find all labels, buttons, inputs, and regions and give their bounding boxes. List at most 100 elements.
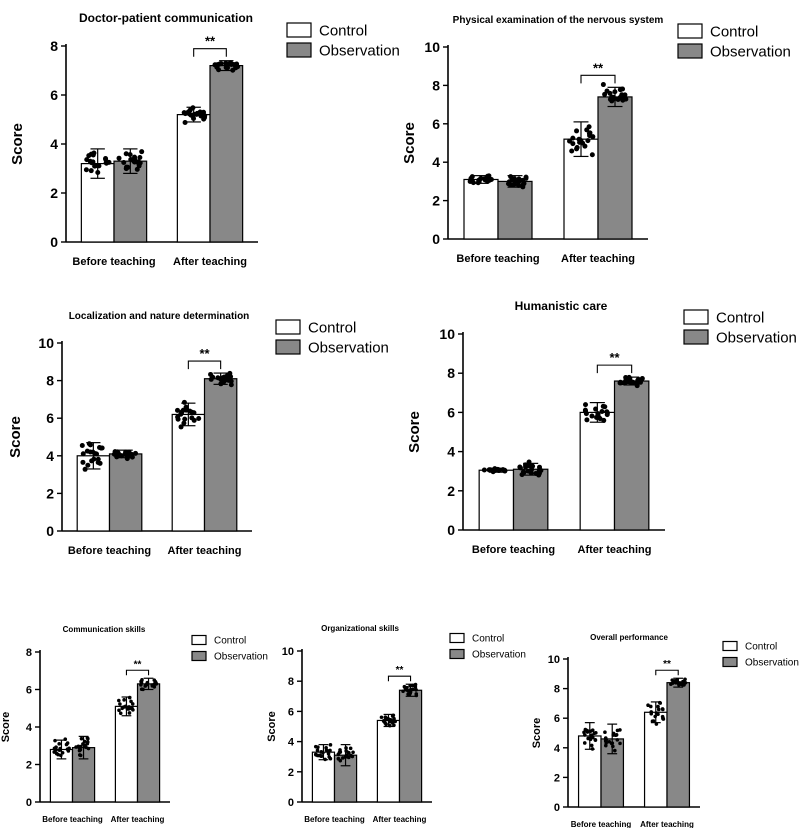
data-point (589, 733, 594, 737)
data-point (53, 746, 57, 751)
data-point (648, 704, 653, 709)
data-point (190, 105, 196, 111)
data-point (407, 692, 411, 697)
y-tick-label: 2 (288, 767, 294, 779)
significance-bracket (580, 74, 616, 84)
data-point (414, 693, 419, 698)
bar-observation (613, 380, 650, 531)
data-point (676, 681, 681, 685)
y-tick-label: 6 (447, 404, 455, 420)
data-point (328, 743, 333, 747)
data-point (481, 467, 487, 473)
data-point (95, 460, 101, 466)
x-category-label: Before teaching (42, 815, 103, 824)
data-point (408, 684, 412, 688)
data-point (650, 719, 655, 723)
data-point (586, 130, 592, 136)
data-point (340, 756, 345, 760)
data-point (654, 711, 659, 715)
x-category-label: After teaching (173, 256, 247, 268)
data-point (338, 758, 343, 763)
data-point (181, 420, 187, 426)
legend-label: Control (472, 634, 504, 645)
data-point (228, 382, 234, 388)
data-point (603, 730, 607, 735)
data-point (586, 736, 590, 741)
data-point (517, 464, 523, 470)
data-point (351, 750, 355, 755)
legend-label: Observation (319, 42, 400, 59)
significance-bracket (193, 48, 227, 57)
data-point (96, 163, 102, 169)
y-tick-label: 0 (46, 523, 54, 539)
data-point (124, 456, 130, 462)
data-point (604, 412, 610, 418)
significance-label: ** (134, 659, 142, 670)
y-tick-label: 8 (50, 38, 58, 54)
data-point (622, 380, 628, 386)
y-axis-label: Score (9, 123, 26, 165)
legend-swatch-control (677, 23, 703, 39)
data-point (132, 157, 138, 163)
y-tick-label: 4 (50, 136, 58, 152)
chart-title: Physical examination of the nervous syst… (453, 15, 664, 26)
chart-panel: Communication skills Score 0 2 4 6 8 Before tea… (0, 625, 268, 824)
x-category-label: After teaching (578, 544, 652, 556)
data-point (90, 159, 96, 165)
y-axis-label: Score (0, 712, 12, 743)
legend-swatch-observation (286, 42, 312, 58)
data-point (569, 148, 575, 154)
x-category-label: After teaching (168, 545, 242, 557)
y-tick-label: 0 (26, 797, 32, 809)
data-point (88, 168, 94, 174)
data-point (189, 409, 195, 415)
data-point (57, 742, 61, 746)
data-point (216, 67, 222, 73)
data-point (350, 754, 355, 759)
data-point (574, 128, 580, 134)
data-point (225, 65, 231, 71)
x-category-label: After teaching (111, 815, 165, 824)
data-point (600, 82, 606, 88)
data-point (607, 739, 612, 744)
bar-observation (108, 453, 143, 532)
data-point (584, 417, 590, 423)
y-tick-label: 2 (447, 483, 455, 499)
data-point (95, 169, 101, 175)
data-point (125, 164, 131, 170)
bar-control (176, 113, 211, 243)
data-point (526, 463, 532, 469)
data-point (80, 451, 86, 457)
data-point (410, 687, 415, 692)
data-point (182, 416, 188, 422)
data-point (582, 730, 586, 735)
data-point (99, 445, 105, 451)
bar-observation (597, 96, 633, 240)
y-tick-label: 8 (447, 365, 455, 381)
bar-observation (136, 683, 161, 803)
data-point (141, 687, 145, 692)
bar-control (643, 711, 668, 808)
y-tick-label: 0 (50, 234, 58, 250)
y-tick-label: 4 (447, 444, 455, 460)
data-point (116, 155, 122, 161)
y-tick-label: 4 (46, 448, 54, 464)
data-point (382, 719, 387, 724)
data-point (414, 688, 418, 692)
legend-label: Control (308, 319, 356, 336)
data-point (615, 738, 620, 742)
data-point (181, 399, 187, 405)
legend-swatch-observation (191, 650, 207, 662)
data-point (338, 750, 343, 754)
data-point (117, 698, 121, 703)
data-point (118, 702, 122, 706)
y-tick-label: 0 (288, 797, 294, 809)
chart-panel: Organizational skills Score 0 2 4 6 8 10 Before … (266, 624, 526, 824)
data-point (91, 456, 97, 462)
data-point (326, 751, 331, 756)
legend-label: Control (716, 309, 764, 326)
bar-control (114, 705, 139, 803)
data-point (74, 745, 78, 749)
bar-observation (113, 160, 148, 243)
